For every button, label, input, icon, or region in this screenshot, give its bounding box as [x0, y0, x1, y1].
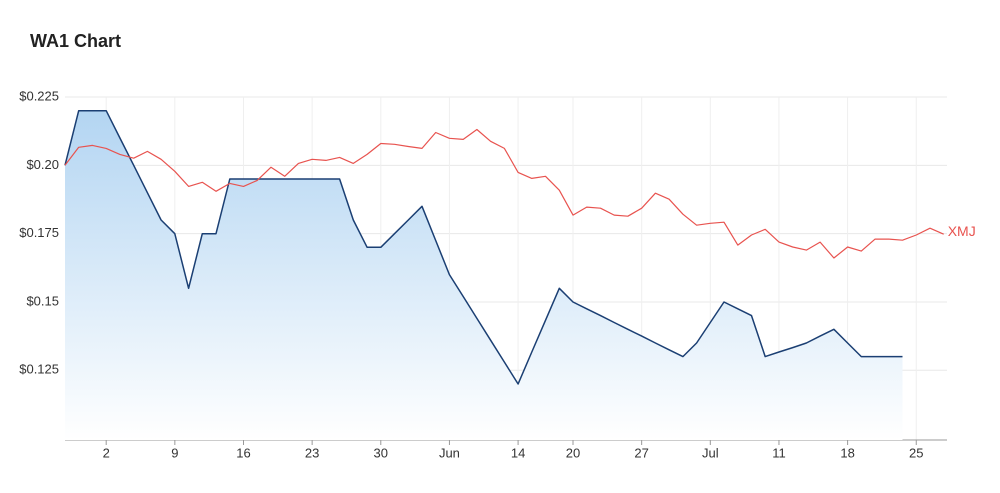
series-label: XMJ [948, 223, 976, 239]
chart-title: WA1 Chart [30, 31, 121, 51]
x-tick-label: 25 [909, 445, 923, 460]
x-tick-label: 27 [634, 445, 648, 460]
line [64, 109, 903, 385]
y-tick-label: $0.175 [19, 225, 59, 240]
x-tick-label: 16 [236, 445, 250, 460]
y-tick-label: $0.125 [19, 362, 59, 377]
line [64, 128, 944, 259]
x-tick-label: 11 [772, 445, 786, 460]
x-tick-label: 30 [374, 445, 388, 460]
y-tick-label: $0.15 [26, 293, 59, 308]
area [65, 110, 903, 440]
x-tick-label: 20 [566, 445, 580, 460]
x-tick-label: 14 [511, 445, 525, 460]
y-tick-label: $0.225 [19, 88, 59, 103]
x-tick-label: Jun [439, 445, 460, 460]
y-tick-label: $0.20 [26, 157, 59, 172]
x-tick-label: 2 [103, 445, 110, 460]
x-tick-label: Jul [702, 445, 719, 460]
x-tick-label: 18 [840, 445, 854, 460]
x-tick-label: 23 [305, 445, 319, 460]
x-tick-label: 9 [171, 445, 178, 460]
